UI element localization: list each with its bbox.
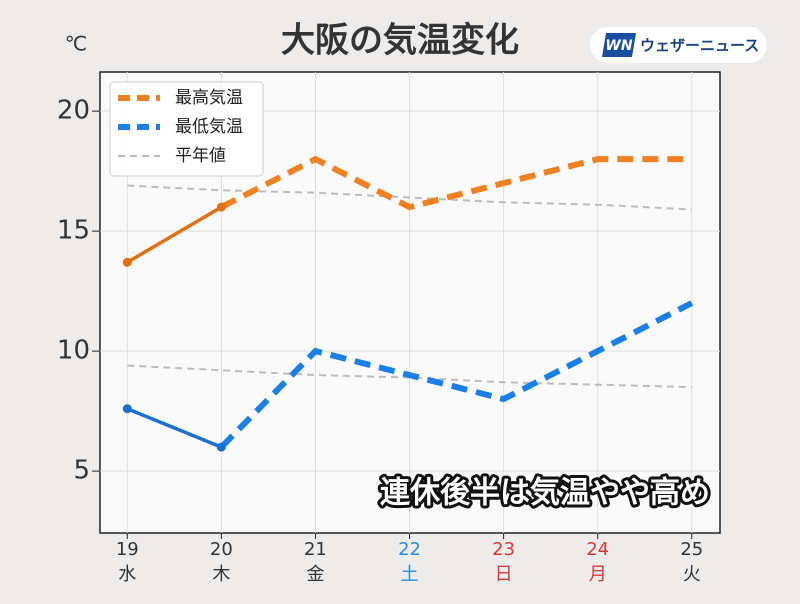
weekday-label: 日 bbox=[495, 564, 513, 585]
x-tick-label: 24 bbox=[586, 539, 609, 560]
observed-point bbox=[216, 442, 226, 452]
weekday-label: 水 bbox=[118, 564, 136, 585]
observed-point bbox=[216, 202, 226, 212]
forecast-line bbox=[220, 155, 692, 211]
legend-box bbox=[109, 81, 264, 177]
x-tick-label: 19 bbox=[116, 539, 139, 560]
annotation: 連休後半は気温やや高め bbox=[380, 476, 710, 511]
legend-label: 最高気温 bbox=[175, 88, 243, 108]
weekday-label: 金 bbox=[306, 564, 324, 585]
y-tick-label: 5 bbox=[73, 456, 90, 486]
y-unit: ℃ bbox=[65, 32, 87, 56]
observed-point bbox=[122, 257, 132, 267]
y-tick-label: 10 bbox=[57, 336, 90, 366]
observed-point bbox=[122, 404, 132, 414]
chart-title: 大阪の気温変化 bbox=[281, 21, 519, 61]
y-tick-label: 20 bbox=[57, 96, 90, 126]
x-tick-label: 21 bbox=[304, 539, 327, 560]
x-tick-label: 20 bbox=[210, 539, 233, 560]
legend-label: 最低気温 bbox=[175, 117, 243, 137]
logo-mark: WN bbox=[605, 38, 632, 54]
logo-box bbox=[602, 33, 636, 57]
x-tick-label: 25 bbox=[680, 539, 703, 560]
logo: WN ウェザーニュース bbox=[590, 27, 767, 63]
x-tick-label: 22 bbox=[398, 539, 421, 560]
weekday-label: 月 bbox=[589, 564, 607, 585]
legend-label: 平年値 bbox=[175, 146, 226, 166]
observed-line bbox=[126, 407, 223, 449]
weekday-label: 火 bbox=[683, 564, 701, 585]
normal-line bbox=[127, 184, 692, 211]
x-tick-label: 23 bbox=[492, 539, 515, 560]
observed-line bbox=[126, 205, 223, 264]
weekday-label: 木 bbox=[212, 564, 230, 585]
logo-text: ウェザーニュース bbox=[640, 37, 759, 55]
lines bbox=[122, 155, 694, 452]
forecast-line bbox=[219, 300, 694, 450]
weekday-label: 土 bbox=[401, 564, 419, 585]
y-tick-label: 15 bbox=[57, 216, 90, 246]
